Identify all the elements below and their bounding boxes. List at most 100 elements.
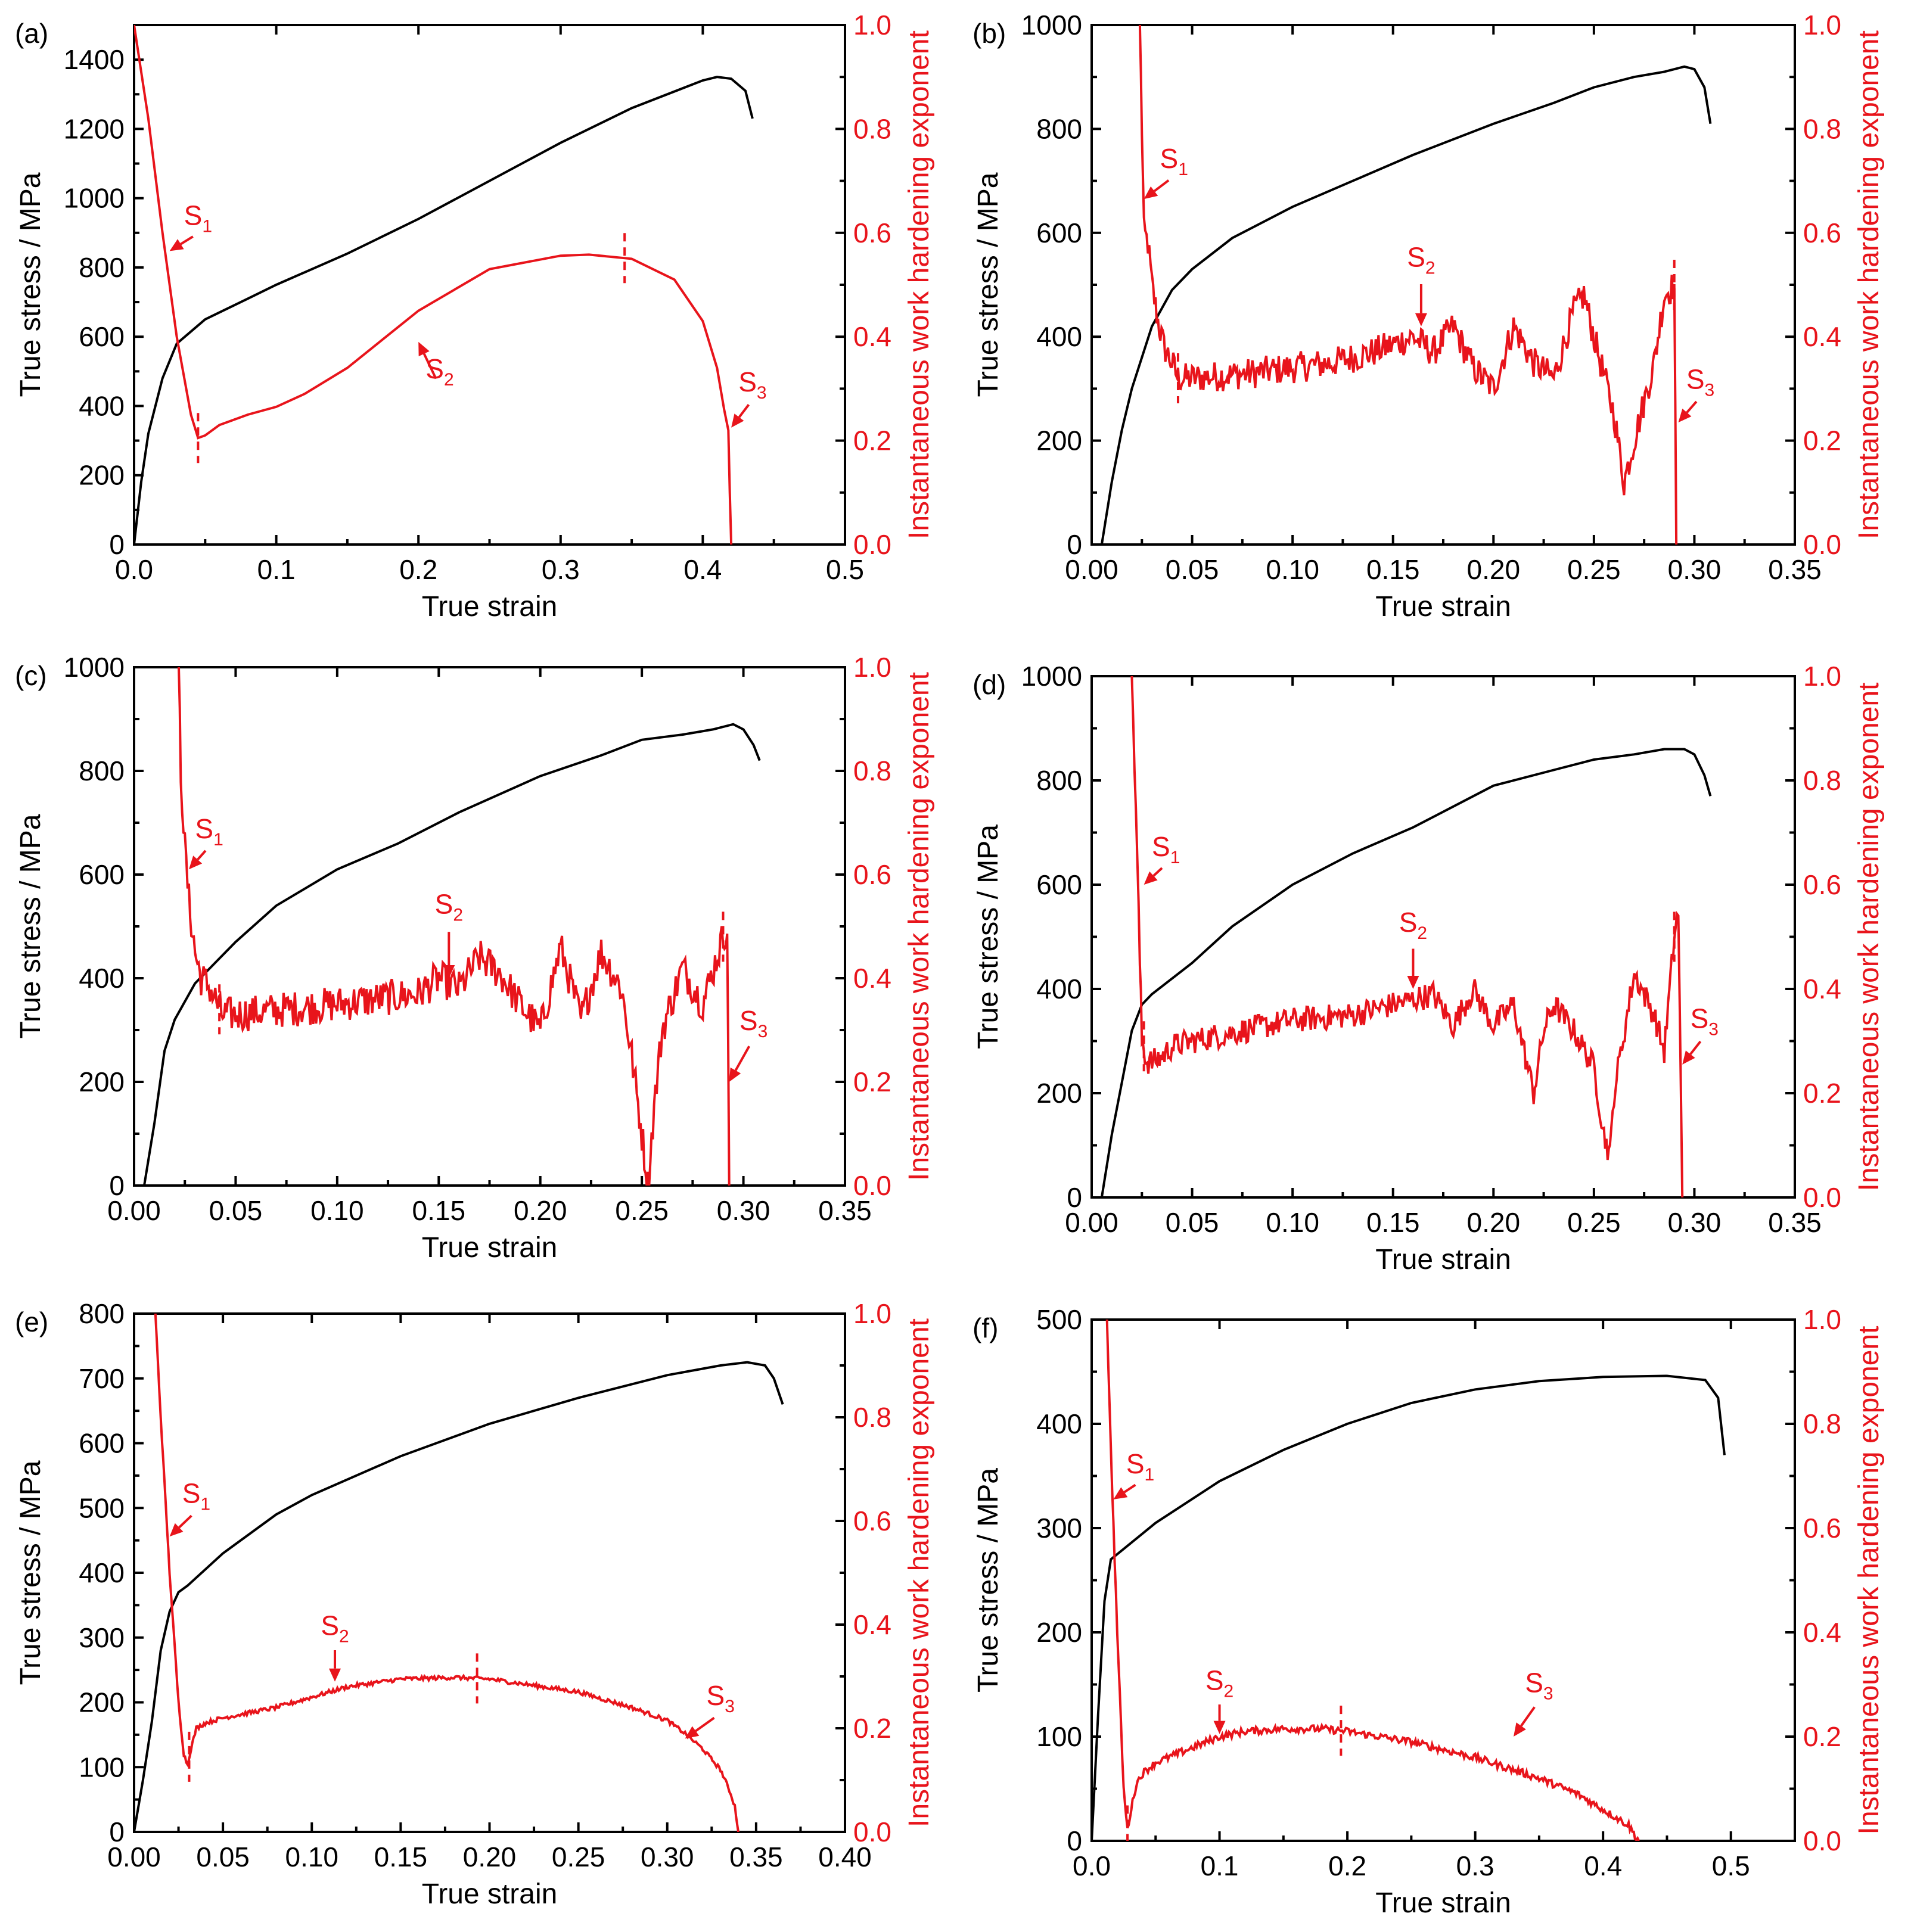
y2-tick-label: 0.6 xyxy=(853,1505,891,1536)
stage-annotation: S2 xyxy=(425,353,453,390)
panel-label: (b) xyxy=(972,18,1006,49)
y-tick-label: 400 xyxy=(1036,321,1082,352)
annotation-arrow xyxy=(1152,867,1163,877)
stage-annotation: S1 xyxy=(182,1478,210,1514)
annotation-arrowhead xyxy=(1678,408,1692,423)
x-tick-label: 0.15 xyxy=(412,1195,466,1226)
hardening-exponent-line xyxy=(154,1314,740,1832)
y-tick-label: 400 xyxy=(79,1557,125,1588)
stage-annotation: S1 xyxy=(184,200,212,237)
annotation-arrow xyxy=(1153,179,1170,192)
hardening-exponent-line xyxy=(1138,25,1678,545)
x-tick-label: 0.0 xyxy=(1073,1850,1111,1881)
y-tick-label: 500 xyxy=(79,1492,125,1523)
x-tick-label: 0.20 xyxy=(1467,1207,1521,1238)
chart-panel-4: (d) 0.00 0.05 0.10 0.15 0.20 0.25 0.30 0.35 0 200 4… xyxy=(972,661,1885,1275)
annotation-arrow xyxy=(695,1716,715,1732)
annotation-arrowhead xyxy=(189,855,203,870)
annotation-arrowhead xyxy=(685,1726,700,1739)
x-tick-label: 0.10 xyxy=(1266,1207,1319,1238)
y2-tick-label: 0.8 xyxy=(1803,765,1841,796)
chart-panel-3: (c) 0.00 0.05 0.10 0.15 0.20 0.25 0.30 0.35 0 200 4… xyxy=(15,652,935,1264)
y-tick-label: 600 xyxy=(79,321,125,352)
x-tick-label: 0.25 xyxy=(1567,1207,1621,1238)
stage-annotation: S1 xyxy=(1160,143,1188,179)
stage-annotation: S1 xyxy=(1152,831,1180,867)
y2-tick-label: 1.0 xyxy=(1803,1304,1841,1335)
x-tick-label: 0.05 xyxy=(1166,1207,1219,1238)
y2-tick-label: 0.0 xyxy=(1803,529,1841,560)
y-tick-label: 800 xyxy=(79,1298,125,1329)
x-tick-label: 0.1 xyxy=(1201,1850,1239,1881)
x-tick-label: 0.3 xyxy=(1456,1850,1494,1881)
y-tick-label: 400 xyxy=(1036,973,1082,1004)
y2-tick-label: 0.2 xyxy=(853,1713,891,1744)
panel-label: (d) xyxy=(972,669,1006,700)
y-tick-label: 1000 xyxy=(1021,661,1082,692)
true-stress-line xyxy=(134,1361,784,1832)
y-axis-label: True stress / MPa xyxy=(15,1460,46,1685)
stage-annotation: S2 xyxy=(1399,907,1427,943)
y2-tick-label: 0.4 xyxy=(1803,973,1841,1004)
annotation-arrowhead xyxy=(1514,1722,1526,1737)
annotation-arrowhead xyxy=(731,413,744,428)
plot-frame xyxy=(133,666,846,1187)
stage-annotation: S3 xyxy=(740,1005,768,1041)
plot-frame xyxy=(1090,24,1796,546)
x-tick-label: 0.30 xyxy=(717,1195,770,1226)
annotation-arrowhead xyxy=(169,239,184,251)
y-tick-label: 300 xyxy=(1036,1513,1082,1544)
y-tick-label: 200 xyxy=(1036,1078,1082,1109)
x-tick-label: 0.30 xyxy=(641,1841,694,1872)
stage-annotation: S3 xyxy=(1525,1667,1553,1704)
x-axis-label: True strain xyxy=(422,1878,558,1910)
y2-tick-label: 0.6 xyxy=(853,217,891,248)
y2-axis-label: Instantaneous work hardening exponent xyxy=(1853,683,1885,1191)
stage-annotation: S3 xyxy=(707,1680,735,1716)
y2-axis-label: Instantaneous work hardening exponent xyxy=(903,30,935,539)
plot-frame xyxy=(133,1312,846,1833)
x-tick-label: 0.15 xyxy=(374,1841,428,1872)
y-tick-label: 800 xyxy=(79,755,125,786)
y-tick-label: 500 xyxy=(1036,1304,1082,1335)
y-tick-label: 1000 xyxy=(64,183,125,214)
x-tick-label: 0.35 xyxy=(729,1841,783,1872)
x-tick-label: 0.4 xyxy=(1584,1850,1622,1881)
chart-panel-6: (f) 0.0 0.1 0.2 0.3 0.4 0.5 0 100 200 300 400 500 0.0… xyxy=(972,1304,1885,1919)
x-tick-label: 0.25 xyxy=(1567,554,1621,585)
y-tick-label: 600 xyxy=(1036,869,1082,900)
y2-tick-label: 1.0 xyxy=(1803,10,1841,41)
x-tick-label: 0.10 xyxy=(1266,554,1319,585)
y-tick-label: 200 xyxy=(79,460,125,491)
y-axis-label: True stress / MPa xyxy=(972,172,1004,397)
x-tick-label: 0.40 xyxy=(818,1841,872,1872)
x-tick-label: 0.15 xyxy=(1366,554,1420,585)
x-tick-label: 0.05 xyxy=(196,1841,250,1872)
y2-tick-label: 1.0 xyxy=(853,1298,891,1329)
y-tick-label: 1200 xyxy=(64,113,125,144)
x-axis-label: True strain xyxy=(1375,591,1511,623)
y2-tick-label: 1.0 xyxy=(1803,661,1841,692)
y2-tick-label: 0.2 xyxy=(1803,1078,1841,1109)
y2-tick-label: 1.0 xyxy=(853,652,891,683)
x-tick-label: 0.05 xyxy=(209,1195,263,1226)
panel-label: (c) xyxy=(15,660,47,691)
annotation-arrow xyxy=(738,404,750,418)
y2-tick-label: 0.8 xyxy=(853,755,891,786)
plot-frame xyxy=(1090,675,1796,1199)
y-tick-label: 200 xyxy=(1036,1617,1082,1648)
true-stress-line xyxy=(143,723,761,1186)
y-tick-label: 0 xyxy=(109,1816,125,1847)
y2-tick-label: 0.2 xyxy=(1803,1721,1841,1752)
y2-tick-label: 0.0 xyxy=(1803,1182,1841,1213)
x-tick-label: 0.00 xyxy=(1065,554,1118,585)
chart-panel-2: (b) 0.00 0.05 0.10 0.15 0.20 0.25 0.30 0.35 0 200 4… xyxy=(972,10,1885,623)
annotation-arrow xyxy=(1689,1040,1702,1055)
panel-label: (f) xyxy=(972,1312,998,1343)
annotation-arrow xyxy=(180,235,194,245)
annotation-arrowhead xyxy=(1682,1050,1695,1065)
annotation-arrow xyxy=(1520,1706,1536,1727)
x-tick-label: 0.5 xyxy=(826,554,864,585)
annotation-arrowhead xyxy=(443,965,455,978)
